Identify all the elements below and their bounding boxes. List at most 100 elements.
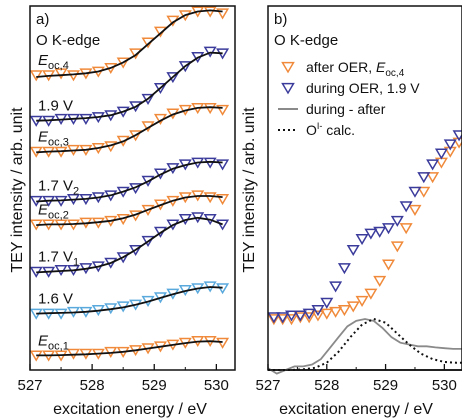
panel-b-x-tick-label: 530: [432, 377, 457, 394]
panel-b-series-1-point: [355, 234, 369, 246]
panel-b-label: b): [274, 11, 287, 28]
panel-a-series-6-label: 1.6 V: [38, 291, 73, 308]
panel-a-series-3-fit-line: [36, 160, 223, 203]
panel-a-series-1-point: [141, 93, 155, 105]
panel-a-series-0-point: [178, 10, 192, 22]
panel-b-series-0-point: [426, 172, 440, 184]
panel-a-series-5-fit-line: [36, 216, 223, 274]
panel-b-series-0-point: [443, 146, 457, 158]
panel-b-series-0-point: [355, 295, 369, 307]
panel-b-series-0-point: [311, 310, 325, 322]
panel-b-series-1-point: [443, 139, 457, 151]
panel-a-series-0-point: [216, 8, 230, 20]
panel-a-series-7-label: Eoc,1: [38, 332, 69, 352]
panel-a-x-axis-label: excitation energy / eV: [53, 401, 207, 418]
panel-b-series-1-point: [364, 228, 378, 240]
panel-b-series-2-line: [267, 318, 462, 375]
panel-b-series-1-point: [320, 297, 334, 309]
panel-b-series-1-point: [329, 281, 343, 293]
panel-a-y-axis-label: TEY intensity / arb. unit: [9, 107, 26, 273]
panel-b-series-0-point: [382, 259, 396, 271]
panel-a-series-1-point: [129, 101, 143, 113]
panel-a-series-4-label: Eoc,2: [38, 201, 69, 221]
panel-a-series-7-fit-line: [36, 340, 223, 357]
panel-b-series-1-point: [417, 172, 431, 184]
panel-a-series-3-point: [141, 175, 155, 187]
panel-b-series-0-point: [399, 223, 413, 235]
panel-b-plot-area: [267, 130, 462, 375]
panel-a-label: a): [36, 11, 49, 28]
panel-a-plot-area: [29, 6, 230, 362]
panel-a-series-1-point: [178, 61, 192, 73]
panel-b-series-0-point: [337, 305, 351, 317]
panel-b-legend-item-1: during OER, 1.9 V: [281, 80, 420, 96]
panel-b-series-1-point: [311, 305, 325, 317]
panel-b-series-0-point: [302, 312, 316, 324]
panel-a-series-0-point: [153, 26, 167, 38]
panel-b-series-0-point: [364, 288, 378, 300]
panel-b-x-tick-label: 529: [373, 377, 398, 394]
panel-b-series-1-point: [408, 186, 422, 198]
panel-b-title: O K-edge: [274, 32, 338, 49]
panel-b-series-1-point: [293, 310, 307, 322]
panel-b-x-tick-label: 528: [314, 377, 339, 394]
panel-b-y-axis-label: TEY intensity / arb. unit: [241, 107, 258, 273]
panel-a-series-1-point: [153, 82, 167, 95]
panel-b-series-1-point: [302, 308, 316, 320]
panel-b-series-0-point: [417, 186, 431, 198]
panel-b-series-0-point: [285, 314, 299, 326]
panel-b-series-0-point: [373, 275, 387, 287]
panel-a-series-0-fit-line: [36, 9, 223, 78]
panel-a-series-7-point: [216, 337, 230, 349]
panel-a-series-1-label: 1.9 V: [38, 98, 73, 115]
panel-a-series-0-point: [141, 37, 155, 49]
panel-a-series-5-point: [129, 244, 143, 257]
panel-a-series-2-fit-line: [36, 106, 223, 154]
panel-a-chart: TEY intensity / arb. unit excitation ene…: [9, 5, 236, 418]
panel-a-series-1-point: [166, 72, 180, 84]
panel-a-series-2-point: [129, 130, 143, 142]
panel-b-legend-item-2: during - after: [278, 101, 386, 117]
panel-a-series-0-point: [29, 70, 43, 82]
panel-b-series-3-line: [268, 317, 462, 371]
panel-b-series-1-point: [346, 244, 360, 257]
panel-b-series-1-point: [267, 312, 281, 324]
panel-b-series-1-point: [399, 201, 413, 213]
panel-b-series-1-point: [373, 226, 387, 238]
panel-b-legend-label: after OER, Eoc,4: [306, 59, 405, 79]
panel-a-series-2-point: [216, 104, 230, 116]
panel-b-x-ticks: 527 528 529 530: [255, 364, 457, 394]
panel-b-series-0-point: [276, 314, 290, 326]
panel-a-series-4-point: [203, 192, 217, 204]
panel-b-series-0-point: [320, 308, 334, 320]
panel-a-series-2-label: Eoc,3: [38, 129, 69, 149]
panel-b-legend-item-0: after OER, Eoc,4: [281, 59, 405, 79]
panel-b-series-0-point: [329, 306, 343, 318]
panel-a-series-5-label: 1.7 V1: [38, 249, 79, 269]
panel-b-legend-marker: [281, 61, 295, 74]
panel-b-series-0-point: [408, 204, 422, 216]
panel-a-series-5-point: [216, 219, 230, 231]
panel-b-series-0-point: [390, 241, 404, 253]
panel-a-series-0-point: [203, 6, 217, 18]
panel-b-series-1-point: [434, 148, 448, 160]
panel-b-series-1-point: [276, 312, 290, 324]
panel-b-legend-label: OI- calc.: [306, 121, 355, 138]
panel-b-series-1-point: [337, 263, 351, 275]
panel-b-series-1-point: [426, 159, 440, 171]
panel-b-series-0-point: [293, 312, 307, 324]
panel-a-series-3-label: 1.7 V2: [38, 178, 79, 198]
panel-b-series-1-point: [382, 223, 396, 235]
panel-a-series-0-label: Eoc,4: [38, 52, 69, 72]
panel-b-legend-label: during OER, 1.9 V: [306, 80, 420, 96]
panel-b-legend-label: during - after: [306, 101, 386, 117]
panel-b-legend-item-3: OI- calc.: [278, 121, 355, 138]
panel-a-title: O K-edge: [36, 32, 100, 49]
panel-a-x-tick-label: 529: [142, 377, 167, 394]
panel-a-series-5-point: [116, 252, 130, 264]
panel-a-series-6-fit-line: [36, 286, 223, 315]
panel-b-series-0-point: [267, 314, 281, 326]
panel-a-series-4-point: [216, 194, 230, 206]
